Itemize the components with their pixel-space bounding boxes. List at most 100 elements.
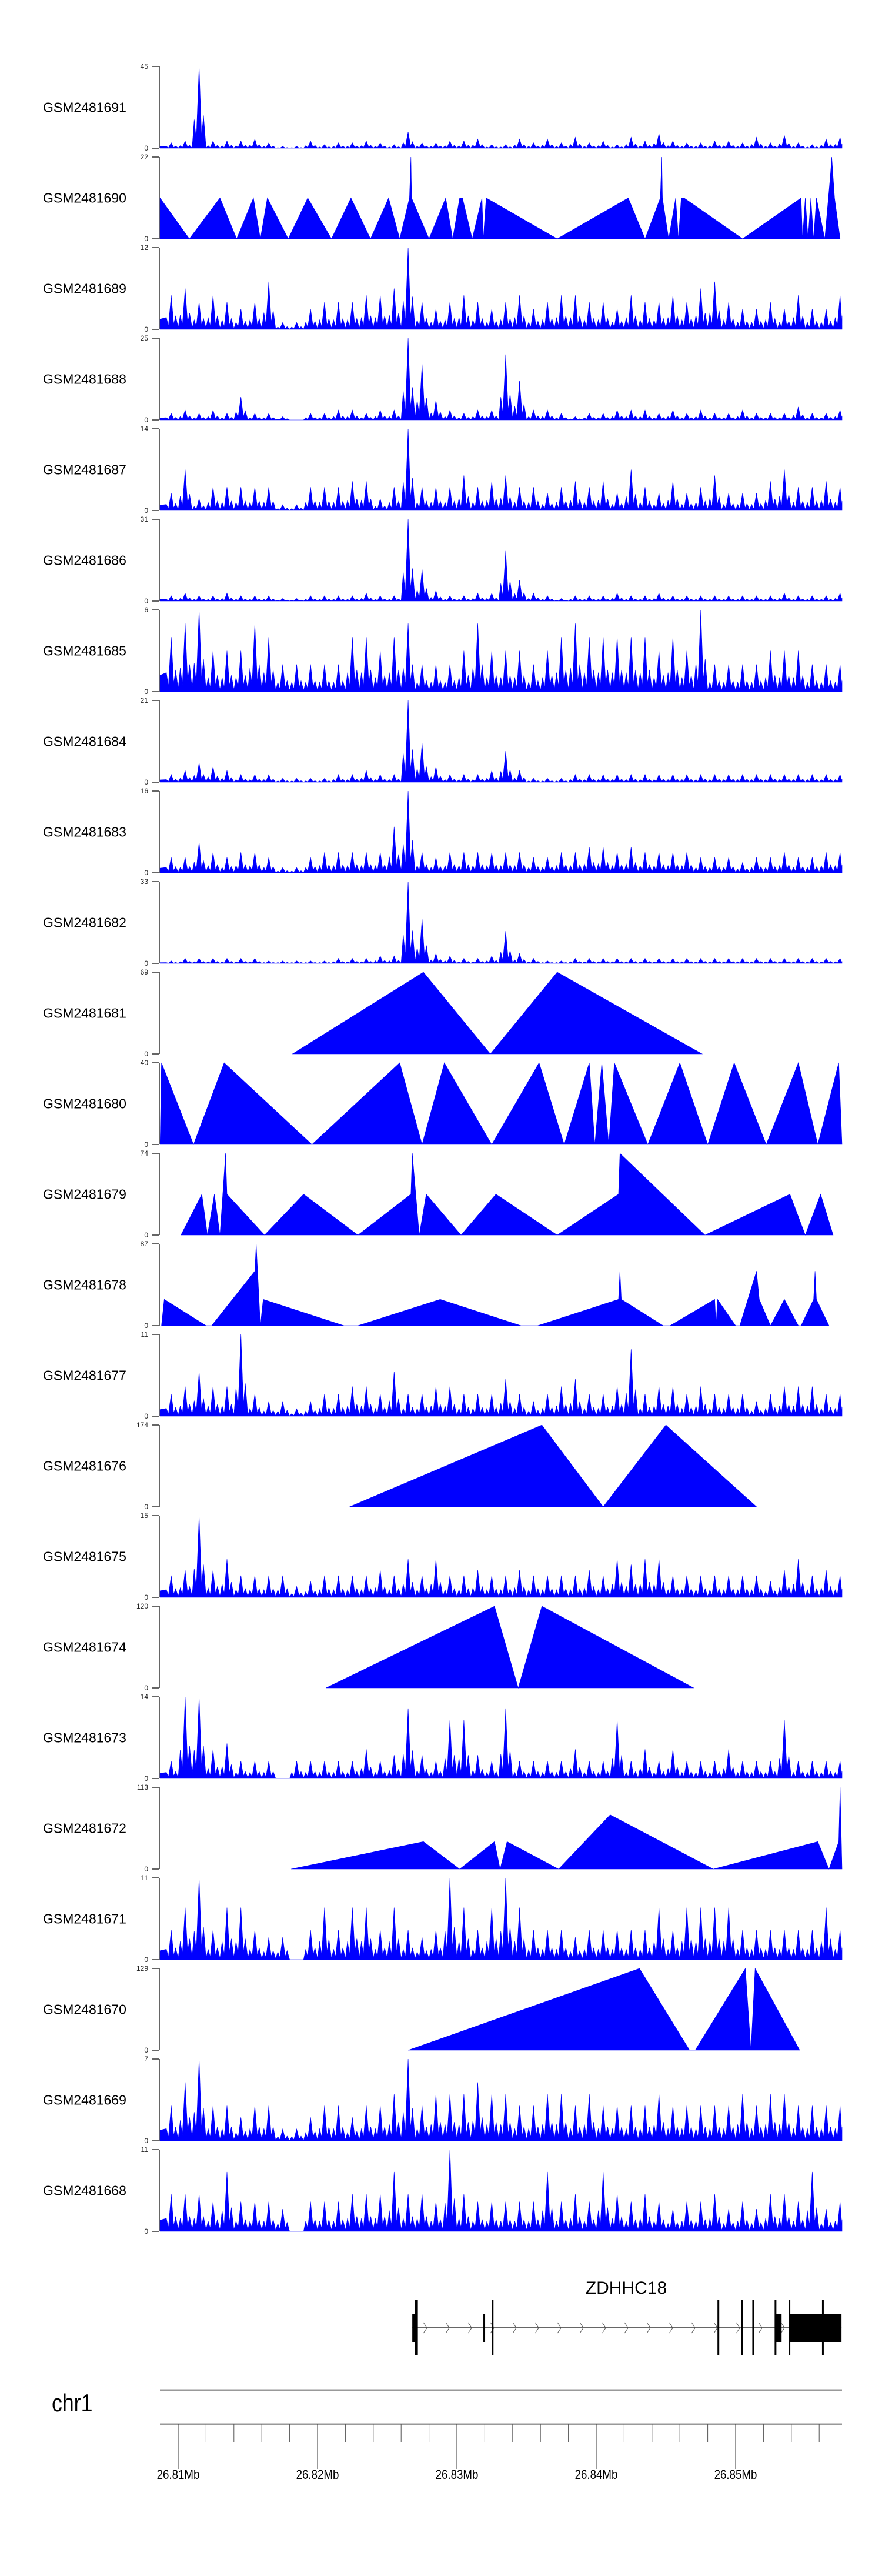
y-max-label: 174 xyxy=(136,1421,148,1429)
gene-name: ZDHHC18 xyxy=(586,2278,667,2298)
coverage-area xyxy=(159,247,843,330)
track-GSM2481678: GSM2481678 87 0 xyxy=(43,1240,830,1330)
y-max-label: 11 xyxy=(141,1330,149,1339)
exon xyxy=(492,2300,494,2355)
exon xyxy=(821,2300,824,2355)
y-max-label: 7 xyxy=(144,2055,148,2063)
track-label: GSM2481678 xyxy=(43,1277,126,1293)
coverage-area xyxy=(181,1153,834,1236)
strand-arrow-icon xyxy=(646,2322,651,2334)
strand-arrow-icon xyxy=(780,2322,785,2334)
exon xyxy=(483,2314,486,2342)
track-GSM2481690: GSM2481690 22 0 xyxy=(43,153,841,243)
track-label: GSM2481683 xyxy=(43,825,126,840)
y-max-label: 15 xyxy=(141,1511,149,1520)
strand-arrow-icon xyxy=(534,2322,539,2334)
track-label: GSM2481671 xyxy=(43,1911,126,1927)
strand-arrow-icon xyxy=(490,2322,495,2334)
track-GSM2481686: GSM2481686 31 0 xyxy=(43,515,843,605)
exon xyxy=(412,2314,415,2342)
y-max-label: 16 xyxy=(141,787,149,795)
coverage-area xyxy=(159,1062,843,1146)
track-GSM2481687: GSM2481687 14 0 xyxy=(43,425,843,515)
coverage-area xyxy=(159,881,843,964)
strand-arrow-icon xyxy=(445,2322,450,2334)
track-GSM2481677: GSM2481677 11 0 xyxy=(43,1330,843,1420)
track-label: GSM2481681 xyxy=(43,1006,126,1021)
y-max-label: 120 xyxy=(136,1602,148,1610)
track-label: GSM2481689 xyxy=(43,281,126,296)
y-max-label: 33 xyxy=(141,877,149,886)
strand-arrow-icon xyxy=(423,2322,427,2334)
track-GSM2481691: GSM2481691 45 0 xyxy=(43,62,843,152)
track-GSM2481682: GSM2481682 33 0 xyxy=(43,877,843,967)
track-label: GSM2481673 xyxy=(43,1730,126,1746)
y-min-label: 0 xyxy=(144,506,148,515)
track-label: GSM2481669 xyxy=(43,2093,126,2108)
track-label: GSM2481685 xyxy=(43,643,126,659)
coverage-area xyxy=(159,1877,843,1960)
track-label: GSM2481682 xyxy=(43,915,126,930)
y-max-label: 21 xyxy=(141,696,149,705)
exon xyxy=(774,2300,777,2355)
strand-arrow-icon xyxy=(713,2322,718,2334)
x-tick-label: 26.82Mb xyxy=(296,2468,339,2482)
track-label: GSM2481690 xyxy=(43,191,126,206)
track-GSM2481674: GSM2481674 120 0 xyxy=(43,1602,694,1692)
y-min-label: 0 xyxy=(144,1865,148,1873)
strand-arrow-icon xyxy=(624,2322,629,2334)
track-label: GSM2481675 xyxy=(43,1549,126,1564)
track-label: GSM2481691 xyxy=(43,100,126,115)
y-min-label: 0 xyxy=(144,1684,148,1692)
track-label: GSM2481688 xyxy=(43,372,126,387)
y-min-label: 0 xyxy=(144,597,148,605)
track-label: GSM2481676 xyxy=(43,1459,126,1474)
coverage-area xyxy=(159,519,843,602)
coverage-area xyxy=(326,1606,694,1689)
track-GSM2481670: GSM2481670 129 0 xyxy=(43,1964,800,2054)
coverage-area xyxy=(292,972,703,1055)
strand-arrow-icon xyxy=(691,2322,696,2334)
strand-arrow-icon xyxy=(758,2322,763,2334)
coverage-area xyxy=(161,1243,830,1326)
coverage-area xyxy=(159,1334,843,1417)
track-label: GSM2481672 xyxy=(43,1821,126,1836)
exon xyxy=(752,2300,754,2355)
track-GSM2481688: GSM2481688 25 0 xyxy=(43,334,843,424)
y-min-label: 0 xyxy=(144,1140,148,1149)
x-tick-label: 26.81Mb xyxy=(157,2468,200,2482)
y-min-label: 0 xyxy=(144,1231,148,1239)
y-min-label: 0 xyxy=(144,325,148,333)
y-min-label: 0 xyxy=(144,869,148,877)
track-GSM2481672: GSM2481672 113 0 xyxy=(43,1783,843,1873)
strand-arrow-icon xyxy=(669,2322,673,2334)
track-GSM2481679: GSM2481679 74 0 xyxy=(43,1149,834,1239)
track-GSM2481675: GSM2481675 15 0 xyxy=(43,1511,843,1601)
y-min-label: 0 xyxy=(144,959,148,967)
x-tick-label: 26.85Mb xyxy=(714,2468,757,2482)
strand-arrow-icon xyxy=(467,2322,472,2334)
track-label: GSM2481679 xyxy=(43,1187,126,1202)
coverage-area xyxy=(159,338,843,421)
strand-arrow-icon xyxy=(579,2322,584,2334)
y-max-label: 31 xyxy=(141,515,149,523)
y-max-label: 25 xyxy=(141,334,149,342)
track-GSM2481680: GSM2481680 40 0 xyxy=(43,1059,843,1149)
strand-arrow-icon xyxy=(512,2322,517,2334)
track-GSM2481683: GSM2481683 16 0 xyxy=(43,787,843,877)
y-min-label: 0 xyxy=(144,1412,148,1420)
y-max-label: 87 xyxy=(141,1240,149,1248)
y-min-label: 0 xyxy=(144,1774,148,1783)
y-min-label: 0 xyxy=(144,1050,148,1058)
strand-arrow-icon xyxy=(557,2322,562,2334)
y-min-label: 0 xyxy=(144,1503,148,1511)
gene-track: ZDHHC18 xyxy=(412,2278,842,2355)
y-min-label: 0 xyxy=(144,2046,148,2054)
track-GSM2481673: GSM2481673 14 0 xyxy=(43,1693,843,1783)
y-max-label: 14 xyxy=(141,425,149,433)
y-min-label: 0 xyxy=(144,235,148,243)
exon xyxy=(415,2300,418,2355)
track-GSM2481689: GSM2481689 12 0 xyxy=(43,243,843,333)
coverage-area xyxy=(159,2058,843,2141)
